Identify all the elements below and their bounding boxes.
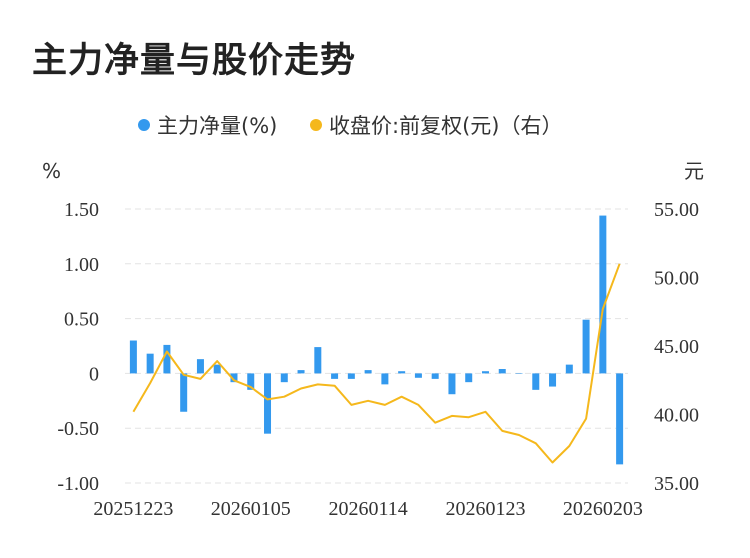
- close-price-line: [132, 263, 621, 464]
- net-volume-bar: [364, 370, 372, 374]
- net-volume-bar: [347, 373, 355, 379]
- net-volume-bar: [163, 344, 171, 374]
- net-volume-bar: [565, 364, 573, 374]
- right-axis-ticks: 55.00 50.00 45.00 40.00 35.00: [654, 199, 699, 495]
- chart-title: 主力净量与股价走势: [32, 41, 357, 81]
- chart-legend: 主力净量(%) 收盘价:前复权(元)（右）: [138, 114, 562, 138]
- net-volume-bar: [398, 371, 406, 374]
- left-axis-unit: %: [42, 159, 61, 183]
- net-volume-bar: [414, 373, 422, 378]
- left-tick-label: -0.50: [57, 418, 99, 440]
- legend-dot-close-price: [310, 119, 322, 131]
- x-tick-label: 20260114: [328, 498, 407, 520]
- left-tick-label: 0: [89, 363, 99, 385]
- x-axis-ticks: 20251223 20260105 20260114 20260123 20260203: [93, 498, 642, 520]
- right-tick-label: 55.00: [654, 199, 699, 221]
- net-volume-bar: [515, 373, 523, 374]
- net-volume-bar: [532, 373, 540, 390]
- right-tick-label: 40.00: [654, 405, 699, 427]
- legend-label-close-price: 收盘价:前复权(元)（右）: [329, 114, 562, 138]
- legend-dot-net-volume: [138, 119, 150, 131]
- net-volume-bar: [599, 215, 607, 374]
- right-axis-unit: 元: [684, 159, 704, 183]
- net-volume-bar: [582, 319, 590, 374]
- net-volume-bar: [465, 373, 473, 383]
- left-tick-label: -1.00: [57, 473, 99, 495]
- net-volume-bar: [247, 373, 255, 390]
- net-volume-bar: [196, 359, 204, 374]
- net-volume-bar: [146, 353, 154, 374]
- net-volume-bar: [549, 373, 557, 387]
- x-tick-label: 20260105: [211, 498, 291, 520]
- right-tick-label: 50.00: [654, 268, 699, 290]
- net-volume-bar: [314, 347, 322, 374]
- left-tick-label: 1.50: [64, 199, 99, 221]
- net-volume-bar: [431, 373, 439, 379]
- close-price-polyline: [132, 263, 621, 464]
- right-tick-label: 45.00: [654, 336, 699, 358]
- left-axis-ticks: 1.50 1.00 0.50 0 -0.50 -1.00: [57, 199, 99, 495]
- right-tick-label: 35.00: [654, 473, 699, 495]
- net-volume-bar: [230, 373, 238, 383]
- net-volume-bar: [331, 373, 339, 379]
- net-volume-bar: [448, 373, 456, 395]
- net-volume-bar: [381, 373, 389, 385]
- net-volume-bar: [280, 373, 288, 383]
- net-volume-bar: [213, 364, 221, 374]
- x-tick-label: 20251223: [93, 498, 173, 520]
- net-volume-bar: [297, 370, 305, 374]
- net-volume-bar: [481, 371, 489, 374]
- x-tick-label: 20260203: [563, 498, 643, 520]
- net-volume-bar: [180, 373, 188, 412]
- net-volume-bars: [129, 215, 624, 465]
- x-tick-label: 20260123: [445, 498, 525, 520]
- left-tick-label: 1.00: [64, 254, 99, 276]
- left-tick-label: 0.50: [64, 309, 99, 331]
- net-volume-bar: [498, 369, 506, 374]
- net-volume-bar: [264, 373, 272, 434]
- legend-label-net-volume: 主力净量(%): [157, 114, 277, 138]
- grid-lines: [125, 208, 628, 484]
- net-volume-bar: [129, 340, 137, 374]
- net-volume-bar: [616, 373, 624, 465]
